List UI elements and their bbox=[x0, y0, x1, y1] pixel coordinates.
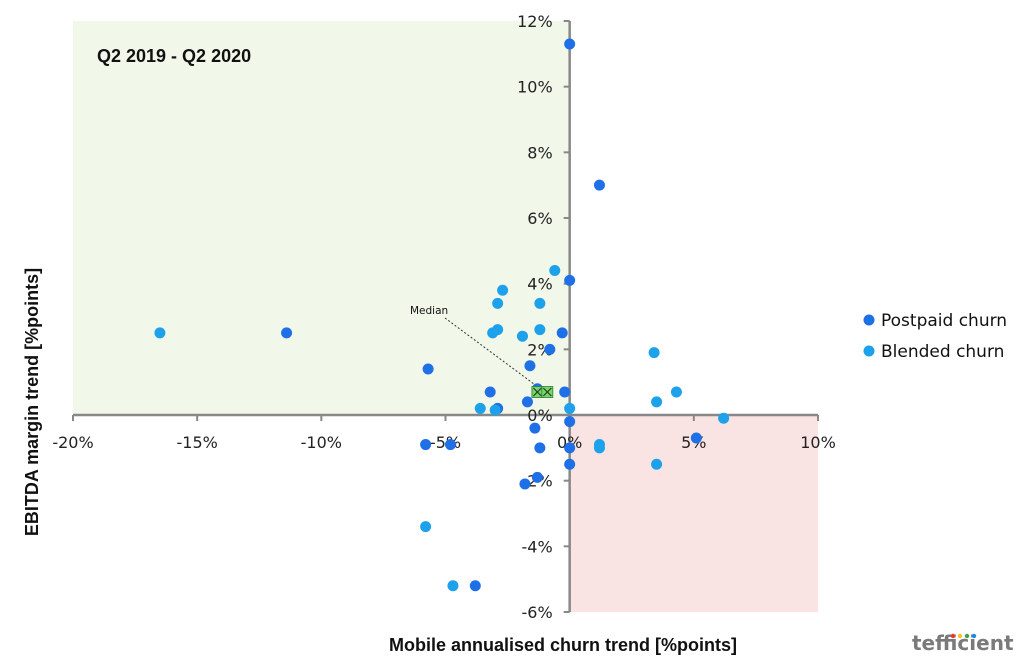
brand-wordmark: tefficient bbox=[912, 631, 1014, 655]
data-point bbox=[420, 521, 432, 533]
x-tick-label: 10% bbox=[800, 433, 836, 452]
data-point bbox=[516, 330, 528, 342]
data-point bbox=[564, 442, 576, 454]
median-markers bbox=[531, 386, 554, 398]
data-point bbox=[534, 442, 546, 454]
y-tick-label: 0% bbox=[527, 406, 552, 425]
data-point bbox=[531, 471, 543, 483]
data-point bbox=[492, 297, 504, 309]
period-label: Q2 2019 - Q2 2020 bbox=[97, 46, 251, 66]
data-point bbox=[422, 363, 434, 375]
legend-label: Blended churn bbox=[881, 342, 1004, 362]
legend-label: Postpaid churn bbox=[881, 311, 1007, 331]
data-point bbox=[651, 458, 663, 470]
median-label: Median bbox=[410, 305, 448, 317]
data-point bbox=[489, 404, 501, 416]
data-point bbox=[524, 360, 536, 372]
data-point bbox=[544, 343, 556, 355]
median-marker bbox=[531, 386, 544, 398]
data-point bbox=[593, 179, 605, 191]
data-points bbox=[154, 38, 730, 592]
legend-marker bbox=[863, 314, 875, 326]
data-point bbox=[521, 396, 533, 408]
series-postpaid bbox=[281, 38, 702, 592]
x-tick-label: -10% bbox=[301, 433, 342, 452]
tefficient-logo: tefficient bbox=[912, 631, 1014, 655]
y-axis-title: EBITDA margin trend [%points] bbox=[22, 268, 42, 536]
data-point bbox=[564, 274, 576, 286]
data-point bbox=[529, 422, 541, 434]
data-point bbox=[492, 324, 504, 336]
data-point bbox=[593, 442, 605, 454]
data-point bbox=[670, 386, 682, 398]
data-point bbox=[420, 439, 432, 451]
axes bbox=[72, 20, 819, 613]
data-point bbox=[690, 432, 702, 444]
data-point bbox=[534, 324, 546, 336]
y-tick-label: 10% bbox=[517, 78, 553, 97]
data-point bbox=[444, 439, 456, 451]
y-tick-label: -6% bbox=[522, 603, 553, 622]
y-tick-label: 4% bbox=[527, 275, 552, 294]
data-point bbox=[519, 478, 531, 490]
data-point bbox=[651, 396, 663, 408]
data-point bbox=[281, 327, 293, 339]
data-point bbox=[484, 386, 496, 398]
data-point bbox=[564, 458, 576, 470]
median-annotation: Median bbox=[410, 305, 540, 389]
logo-dot-blue bbox=[971, 633, 977, 639]
data-point bbox=[564, 38, 576, 50]
data-point bbox=[447, 580, 459, 592]
logo-dot-yellow bbox=[957, 633, 963, 639]
x-tick-label: -20% bbox=[52, 433, 93, 452]
median-marker bbox=[541, 386, 554, 398]
x-axis-title: Mobile annualised churn trend [%points] bbox=[389, 635, 737, 655]
data-point bbox=[497, 284, 509, 296]
data-point bbox=[648, 347, 660, 359]
data-point bbox=[559, 386, 571, 398]
y-tick-label: 6% bbox=[527, 209, 552, 228]
quadrant-unfavourable bbox=[569, 415, 818, 612]
data-point bbox=[564, 402, 576, 414]
data-point bbox=[564, 416, 576, 428]
legend-marker bbox=[863, 345, 875, 357]
data-point bbox=[469, 580, 481, 592]
quadrant-favourable bbox=[73, 21, 570, 415]
data-point bbox=[474, 402, 486, 414]
data-point bbox=[549, 265, 561, 277]
median-leader-line bbox=[444, 317, 540, 389]
y-tick-label: 12% bbox=[517, 12, 553, 31]
data-point bbox=[154, 327, 166, 339]
data-point bbox=[556, 327, 568, 339]
x-tick-label: -15% bbox=[176, 433, 217, 452]
data-point bbox=[718, 412, 730, 424]
y-tick-label: 8% bbox=[527, 143, 552, 162]
legend: Postpaid churn Blended churn bbox=[863, 311, 1007, 362]
logo-dot-red bbox=[950, 633, 956, 639]
series-blended bbox=[154, 265, 730, 592]
y-tick-label: -4% bbox=[522, 537, 553, 556]
logo-dot-green bbox=[964, 633, 970, 639]
data-point bbox=[534, 297, 546, 309]
